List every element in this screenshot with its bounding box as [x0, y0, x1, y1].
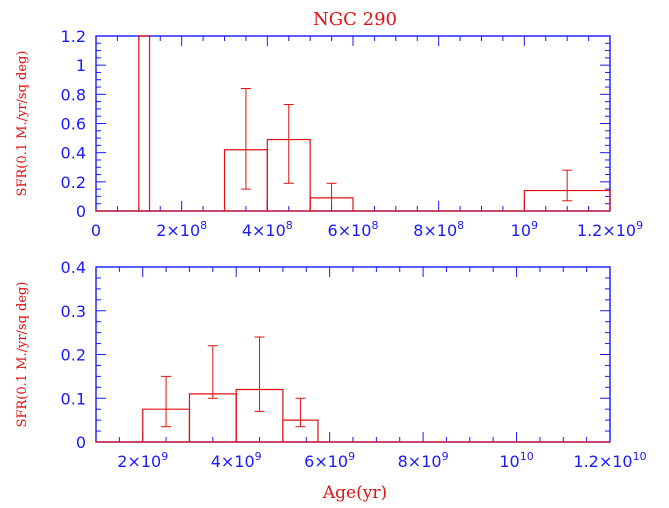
x-tick-label: 2×108	[156, 219, 207, 240]
x-tick-mantissa: 10	[511, 221, 531, 240]
y-tick-label: 0.6	[61, 115, 86, 134]
x-tick-label: 8×108	[413, 219, 464, 240]
x-tick-exponent: 8	[200, 219, 207, 232]
histogram-bar	[138, 35, 151, 211]
plot-frame	[95, 266, 611, 443]
y-axis-label: SFR(0.1 M./yr/sq deg)	[15, 282, 30, 428]
x-tick-exponent: 8	[371, 219, 378, 232]
upper-panel: 00.20.40.60.811.20 2×108 4×108 6×108 8×108 10…	[15, 27, 643, 240]
x-tick-mantissa: 4×10	[242, 221, 286, 240]
x-tick-exponent: 9	[442, 450, 449, 463]
x-tick-mantissa: 8×10	[398, 452, 442, 471]
y-tick-label: 0.1	[61, 389, 86, 408]
y-tick-label: 1.2	[61, 27, 86, 46]
y-tick-label: 0.4	[61, 144, 86, 163]
x-tick-label: 109	[511, 219, 538, 240]
histogram-bar	[188, 393, 237, 442]
x-tick-mantissa: 6×10	[304, 452, 348, 471]
x-tick-label: 6×109	[304, 450, 355, 471]
x-tick-exponent: 9	[255, 450, 262, 463]
x-tick-label: 1010	[499, 450, 533, 471]
chart-title: NGC 290	[313, 9, 397, 30]
x-tick-label: 8×109	[398, 450, 449, 471]
x-tick-label: 4×108	[242, 219, 293, 240]
x-axis-label: Age(yr)	[322, 483, 387, 503]
x-tick-exponent: 9	[531, 219, 538, 232]
lower-panel: 00.10.20.30.42×109 4×109 6×109 8×109 1010 1.2…	[15, 258, 647, 471]
plot-frame	[95, 35, 611, 212]
y-tick-label: 0.2	[61, 346, 86, 365]
x-tick-exponent: 8	[286, 219, 293, 232]
x-tick-label: 0	[91, 221, 101, 240]
x-tick-label: 1.2×1010	[573, 450, 646, 471]
y-tick-label: 0.8	[61, 85, 86, 104]
x-tick-mantissa: 6×10	[328, 221, 372, 240]
x-tick-exponent: 9	[161, 450, 168, 463]
x-tick-mantissa: 10	[499, 452, 519, 471]
x-tick-mantissa: 1.2×10	[577, 221, 636, 240]
y-tick-label: 0	[76, 202, 86, 221]
x-tick-label: 2×109	[117, 450, 168, 471]
y-axis-label: SFR(0.1 M./yr/sq deg)	[15, 51, 30, 197]
x-tick-exponent: 9	[636, 219, 643, 232]
x-tick-mantissa: 8×10	[413, 221, 457, 240]
y-tick-label: 0.2	[61, 173, 86, 192]
y-tick-label: 0	[76, 433, 86, 452]
y-tick-label: 0.4	[61, 258, 86, 277]
x-tick-label: 1.2×109	[577, 219, 643, 240]
x-tick-mantissa: 1.2×10	[573, 452, 632, 471]
x-tick-mantissa: 2×10	[117, 452, 161, 471]
x-tick-exponent: 8	[457, 219, 464, 232]
y-tick-label: 1	[76, 56, 86, 75]
x-tick-exponent: 10	[520, 450, 534, 463]
x-tick-exponent: 9	[348, 450, 355, 463]
x-tick-exponent: 10	[633, 450, 647, 463]
x-tick-mantissa: 0	[91, 221, 101, 240]
x-tick-mantissa: 2×10	[156, 221, 200, 240]
y-tick-label: 0.3	[61, 302, 86, 321]
x-tick-label: 4×109	[211, 450, 262, 471]
x-tick-label: 6×108	[328, 219, 379, 240]
x-tick-mantissa: 4×10	[211, 452, 255, 471]
